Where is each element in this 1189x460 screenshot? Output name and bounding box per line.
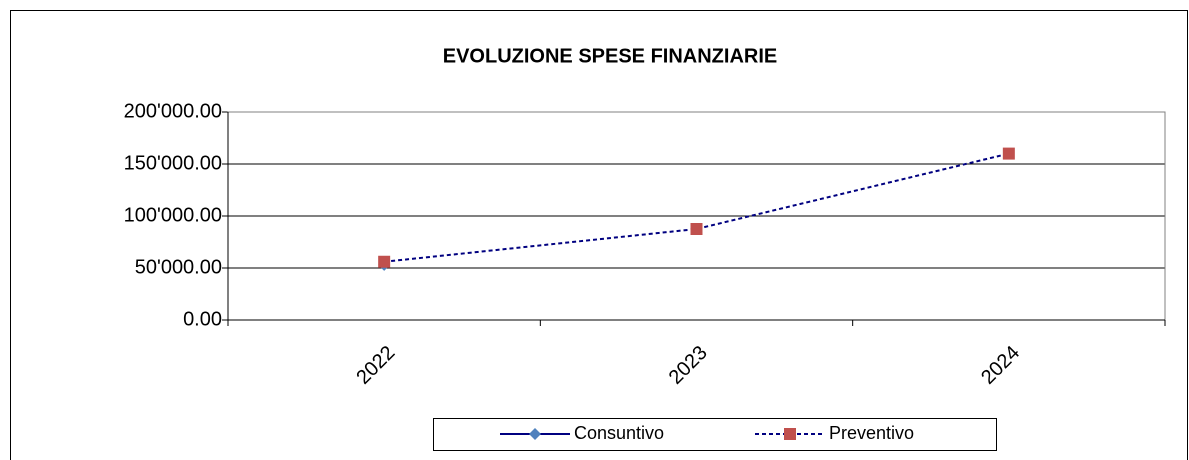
data-point — [1002, 147, 1015, 160]
legend-marker — [784, 428, 796, 440]
y-tick-label: 100'000.00 — [124, 204, 222, 226]
legend-marker — [529, 428, 541, 440]
y-tick-label: 0.00 — [183, 308, 222, 330]
chart-title: EVOLUZIONE SPESE FINANZIARIE — [443, 45, 777, 67]
legend-label: Preventivo — [829, 423, 914, 443]
data-point — [690, 223, 703, 235]
y-tick-label: 200'000.00 — [124, 100, 222, 122]
data-point — [378, 255, 391, 268]
y-tick-label: 150'000.00 — [124, 152, 222, 174]
chart-border — [10, 10, 1188, 460]
legend-label: Consuntivo — [574, 423, 664, 443]
y-tick-label: 50'000.00 — [135, 256, 222, 278]
series-line — [384, 152, 1010, 263]
